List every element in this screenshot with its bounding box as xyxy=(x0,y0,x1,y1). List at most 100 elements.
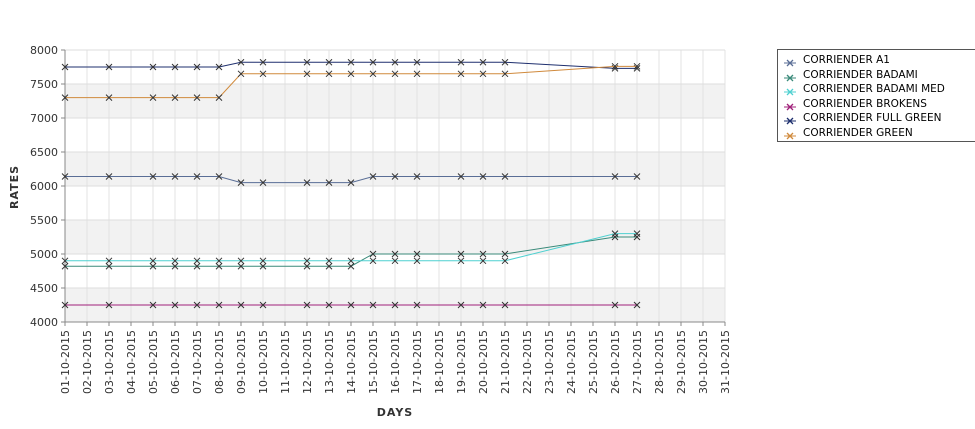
data-point-marker xyxy=(611,230,619,237)
data-point-marker xyxy=(369,70,377,78)
data-point-marker xyxy=(501,58,509,66)
data-point-marker xyxy=(105,63,113,71)
data-point-marker xyxy=(237,262,245,270)
data-point-marker xyxy=(61,301,69,309)
data-point-marker xyxy=(303,70,311,78)
data-point-marker xyxy=(413,58,421,66)
x-tick-label: 21-10-2015 xyxy=(499,330,512,394)
data-point-marker xyxy=(237,257,245,265)
data-point-marker xyxy=(215,257,223,265)
data-point-marker xyxy=(259,70,267,78)
data-point-marker xyxy=(105,94,113,101)
data-point-marker xyxy=(501,257,509,265)
x-tick-label: 10-10-2015 xyxy=(257,330,270,394)
data-point-marker xyxy=(347,262,355,270)
data-point-marker xyxy=(369,257,377,265)
y-axis-label: RATES xyxy=(8,165,21,209)
data-point-marker xyxy=(347,257,355,265)
x-tick-label: 04-10-2015 xyxy=(125,330,138,394)
series-1 xyxy=(61,173,641,186)
data-point-marker xyxy=(347,301,355,309)
data-point-marker xyxy=(193,94,201,101)
data-point-marker xyxy=(325,58,333,66)
x-tick-label: 27-10-2015 xyxy=(631,330,644,394)
data-point-marker xyxy=(413,250,421,258)
data-point-marker xyxy=(479,70,487,78)
x-tick-label: 30-10-2015 xyxy=(697,330,710,394)
data-point-marker xyxy=(369,301,377,309)
x-tick-label: 29-10-2015 xyxy=(675,330,688,394)
data-point-marker xyxy=(457,250,465,258)
legend-item: CORRIENDER BADAMI xyxy=(784,68,918,82)
data-point-marker xyxy=(501,250,509,258)
data-point-marker xyxy=(479,173,487,180)
legend-label: CORRIENDER GREEN xyxy=(803,127,913,139)
x-tick-label: 28-10-2015 xyxy=(653,330,666,394)
data-point-marker xyxy=(171,94,179,101)
data-point-marker xyxy=(501,301,509,309)
data-point-marker xyxy=(325,257,333,265)
data-point-marker xyxy=(413,257,421,265)
data-point-marker xyxy=(105,257,113,265)
y-tick-label: 4500 xyxy=(30,282,58,295)
data-point-marker xyxy=(479,301,487,309)
data-point-marker xyxy=(457,301,465,309)
data-point-marker xyxy=(237,58,245,66)
data-point-marker xyxy=(391,173,399,180)
data-point-marker xyxy=(215,173,223,180)
data-point-marker xyxy=(501,173,509,180)
legend-label: CORRIENDER FULL GREEN xyxy=(803,112,942,125)
data-point-marker xyxy=(347,70,355,78)
data-point-marker xyxy=(303,301,311,309)
data-point-marker xyxy=(413,70,421,78)
x-tick-label: 24-10-2015 xyxy=(565,330,578,394)
data-point-marker xyxy=(303,257,311,265)
data-point-marker xyxy=(501,70,509,78)
data-point-marker xyxy=(171,257,179,265)
legend-marker-icon xyxy=(784,98,796,111)
x-tick-label: 02-10-2015 xyxy=(81,330,94,394)
data-point-marker xyxy=(259,58,267,66)
data-point-marker xyxy=(369,58,377,66)
x-tick-label: 07-10-2015 xyxy=(191,330,204,394)
legend: CORRIENDER A1 CORRIENDER BADAMI CORRIENDER… xyxy=(777,49,975,142)
data-point-marker xyxy=(457,257,465,265)
x-tick-label: 25-10-2015 xyxy=(587,330,600,394)
series-3 xyxy=(61,230,641,265)
series-group xyxy=(61,58,641,309)
legend-item: CORRIENDER BROKENS xyxy=(784,97,927,111)
x-axis-ticks: 01-10-2015 02-10-2015 03-10-2015 04-10-2015… xyxy=(59,322,732,394)
data-point-marker xyxy=(391,301,399,309)
data-point-marker xyxy=(369,173,377,180)
data-point-marker xyxy=(215,301,223,309)
legend-label: CORRIENDER BADAMI xyxy=(803,68,918,81)
legend-item: CORRIENDER BADAMI MED xyxy=(784,82,945,96)
data-point-marker xyxy=(633,62,641,70)
x-tick-label: 20-10-2015 xyxy=(477,330,490,394)
x-tick-label: 12-10-2015 xyxy=(301,330,314,394)
x-tick-label: 18-10-2015 xyxy=(433,330,446,394)
legend-marker-icon xyxy=(784,112,796,125)
data-point-marker xyxy=(391,58,399,66)
data-point-marker xyxy=(149,262,157,270)
x-tick-label: 31-10-2015 xyxy=(719,330,732,394)
legend-label: CORRIENDER A1 xyxy=(803,54,890,66)
data-point-marker xyxy=(303,179,311,186)
series-5 xyxy=(61,58,641,72)
data-point-marker xyxy=(325,70,333,78)
data-point-marker xyxy=(237,70,245,78)
x-tick-label: 23-10-2015 xyxy=(543,330,556,394)
data-point-marker xyxy=(149,63,157,71)
x-tick-label: 22-10-2015 xyxy=(521,330,534,394)
x-tick-label: 16-10-2015 xyxy=(389,330,402,394)
data-point-marker xyxy=(149,301,157,309)
data-point-marker xyxy=(633,301,641,309)
x-tick-label: 09-10-2015 xyxy=(235,330,248,394)
data-point-marker xyxy=(61,257,69,265)
data-point-marker xyxy=(259,179,267,186)
data-point-marker xyxy=(237,301,245,309)
legend-label: CORRIENDER BADAMI MED xyxy=(803,83,945,96)
data-point-marker xyxy=(611,62,619,70)
data-point-marker xyxy=(633,173,641,180)
